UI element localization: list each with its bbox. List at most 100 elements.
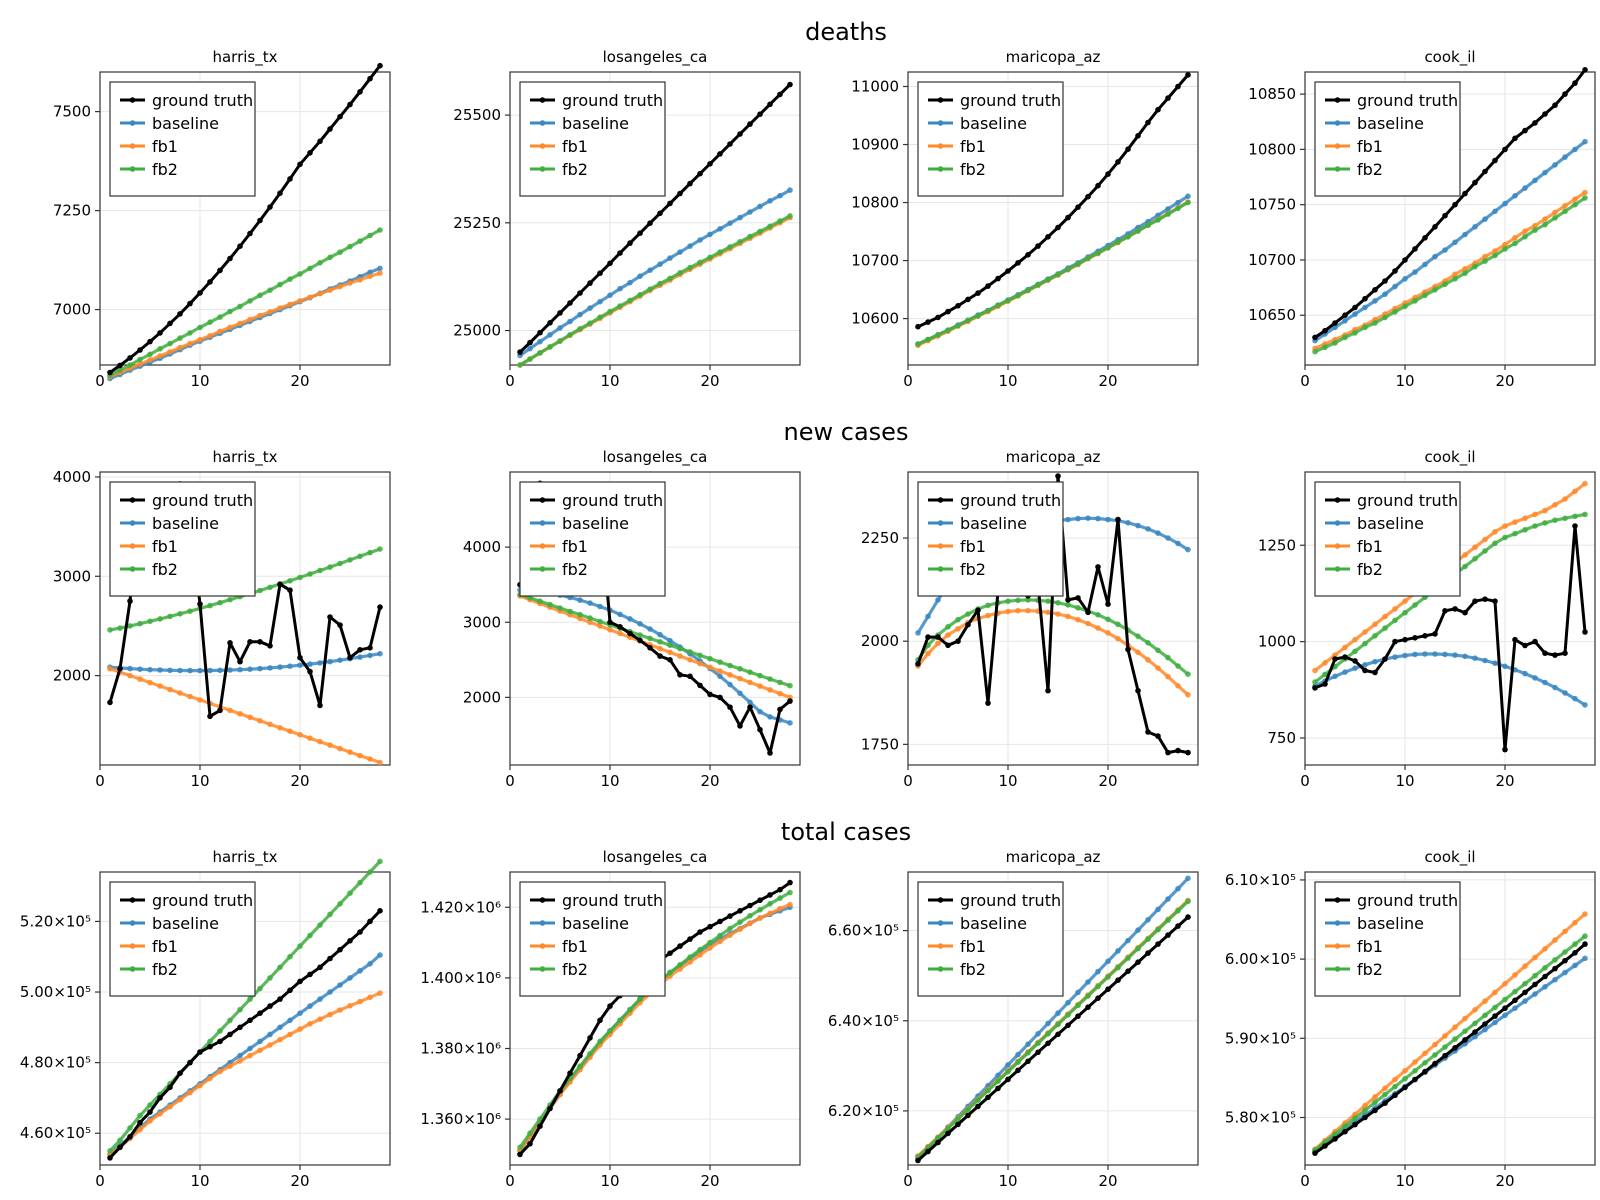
chart-6-fb2-point-4 — [955, 616, 961, 623]
chart-0-fb1-point-20 — [307, 294, 313, 301]
chart-2-legend-marker-fb1 — [937, 143, 944, 149]
chart-4-fb2-point-15 — [257, 587, 263, 594]
chart-11-fb1-point-19 — [1502, 980, 1508, 987]
chart-10-ground-truth-point-2 — [935, 1139, 941, 1146]
chart-8-fb1-point-16 — [267, 1042, 273, 1048]
chart-0-ground-truth-point-20 — [307, 150, 313, 156]
chart-10-ground-truth-point-16 — [1075, 1013, 1081, 1019]
chart-2-baseline-point-26 — [1175, 199, 1181, 206]
chart-5-fb2-point-19 — [707, 655, 713, 662]
chart-6-baseline-point-24 — [1155, 530, 1161, 536]
chart-7-frame — [1304, 471, 1596, 766]
chart-7-fb2-point-0 — [1312, 679, 1318, 685]
chart-4-xtick-label-0: 0 — [95, 772, 105, 790]
chart-8-fb1-point-13 — [237, 1058, 243, 1064]
chart-3-baseline-point-14 — [1452, 239, 1458, 246]
chart-10-legend-marker-fb1 — [937, 943, 944, 949]
chart-0-ground-truth-point-27 — [377, 62, 383, 69]
chart-6-ground-truth-point-16 — [1075, 595, 1081, 601]
chart-9-fb2-point-23 — [747, 913, 753, 919]
chart-3-ground-truth-point-27 — [1582, 67, 1588, 73]
chart-7-ground-truth-point-0 — [1312, 685, 1318, 691]
chart-5-fb1-point-24 — [757, 683, 763, 689]
chart-2-ground-truth-point-3 — [945, 308, 951, 315]
chart-7-fb2-point-19 — [1502, 534, 1508, 541]
chart-8-fb1-point-11 — [217, 1068, 223, 1075]
chart-6-baseline-point-26 — [1175, 540, 1181, 547]
chart-7-ground-truth-line — [1314, 524, 1587, 752]
chart-4-baseline-point-9 — [197, 667, 203, 674]
chart-3-xtick-label-1: 10 — [1395, 372, 1414, 390]
chart-7-ground-truth-point-5 — [1362, 667, 1368, 674]
chart-7-baseline-point-2 — [1332, 673, 1338, 680]
chart-1-baseline-point-19 — [707, 231, 713, 238]
chart-2-ground-truth-point-4 — [955, 303, 961, 309]
chart-7-fb2-point-15 — [1462, 563, 1468, 570]
chart-7-fb2-point-1 — [1322, 671, 1328, 678]
chart-8-ytick-label-1: 4.80×10⁵ — [20, 1054, 91, 1072]
chart-3-baseline-point-11 — [1422, 261, 1428, 268]
chart-4-title: harris_tx — [212, 448, 277, 467]
chart-0-legend-label-fb1: fb1 — [152, 137, 178, 156]
chart-10-title: maricopa_az — [1006, 848, 1101, 867]
chart-4-fb2-point-6 — [167, 613, 173, 620]
chart-3-ground-truth-point-0 — [1312, 334, 1318, 341]
chart-2-fb2-point-18 — [1095, 250, 1101, 256]
chart-11-fb2-line — [1314, 934, 1586, 1152]
chart-5-ground-truth-point-20 — [717, 694, 723, 701]
chart-1-baseline-point-5 — [567, 318, 573, 325]
chart-8-baseline-point-15 — [257, 1038, 263, 1045]
chart-10-ground-truth-point-19 — [1105, 986, 1111, 992]
chart-11-ground-truth-point-15 — [1462, 1037, 1468, 1043]
chart-1-fb2-point-11 — [627, 297, 633, 304]
chart-9-fb2-point-12 — [637, 996, 643, 1002]
chart-3-ground-truth-point-8 — [1392, 268, 1398, 274]
chart-3-baseline-point-20 — [1512, 193, 1518, 199]
chart-6-ground-truth-point-24 — [1155, 733, 1161, 739]
chart-4-fb1-point-17 — [277, 725, 283, 731]
chart-7-fb2-point-24 — [1552, 517, 1558, 523]
chart-4-fb1-point-15 — [257, 718, 263, 724]
chart-4-fb2-point-24 — [347, 557, 353, 563]
chart-6-fb1-point-15 — [1065, 613, 1071, 620]
chart-10-baseline-point-9 — [1005, 1062, 1011, 1068]
chart-0-ground-truth-point-19 — [297, 161, 303, 168]
chart-10-ground-truth-line — [916, 915, 1190, 1162]
chart-6-legend-marker-fb1 — [937, 543, 944, 549]
chart-5-xtick-label-0: 0 — [505, 772, 515, 790]
chart-1-baseline-point-14 — [657, 261, 663, 268]
chart-2-fb2-point-15 — [1065, 266, 1071, 273]
chart-8-fb2-point-21 — [317, 922, 323, 928]
chart-7-ground-truth-point-12 — [1432, 631, 1438, 637]
chart-6-fb1-point-27 — [1185, 692, 1191, 698]
chart-9-legend: ground truth baseline fb1 fb2 — [519, 881, 666, 997]
chart-5-ground-truth-point-12 — [637, 637, 643, 644]
chart-3-xtick-label-0: 0 — [1300, 372, 1310, 390]
chart-3-baseline-point-13 — [1442, 247, 1448, 253]
chart-9-ground-truth-point-24 — [757, 897, 763, 903]
chart-1-ground-truth-point-25 — [767, 101, 773, 108]
chart-5-ground-truth-point-15 — [667, 657, 673, 663]
chart-9-legend-label-fb1: fb1 — [562, 937, 588, 956]
chart-8-fb2-point-26 — [367, 869, 373, 875]
chart-3-ytick-label-1: 10700 — [1248, 251, 1296, 269]
chart-1-baseline-point-18 — [697, 237, 703, 243]
chart-5-panel: losangeles_ca 0 10 20 2000 3000 4000 ground tru… — [463, 448, 801, 790]
chart-4-fb1-point-7 — [177, 690, 183, 696]
chart-4-baseline-point-15 — [257, 665, 263, 672]
chart-6-ground-truth-point-3 — [945, 642, 951, 649]
chart-3-fb1-point-18 — [1492, 248, 1498, 254]
chart-0-fb1-point-12 — [227, 324, 233, 331]
chart-5-xtick-label-2: 20 — [700, 772, 719, 790]
chart-0-ground-truth-point-18 — [287, 176, 293, 182]
chart-8-fb1-point-7 — [177, 1096, 183, 1103]
chart-11-ground-truth-point-22 — [1532, 981, 1538, 988]
chart-1-fb2-point-27 — [787, 213, 793, 219]
chart-2-legend-label-ground-truth: ground truth — [960, 91, 1061, 110]
chart-10-ground-truth-point-21 — [1125, 968, 1131, 974]
chart-4-baseline-point-22 — [327, 658, 333, 665]
chart-8-panel: harris_tx 0 10 20 4.60×10⁵ 4.80×10⁵ 5.00×10⁵ 5.… — [20, 848, 391, 1190]
chart-7-fb2-point-17 — [1482, 548, 1488, 554]
chart-0-fb2-point-15 — [257, 292, 263, 299]
chart-9-xtick-label-0: 0 — [505, 1172, 515, 1190]
